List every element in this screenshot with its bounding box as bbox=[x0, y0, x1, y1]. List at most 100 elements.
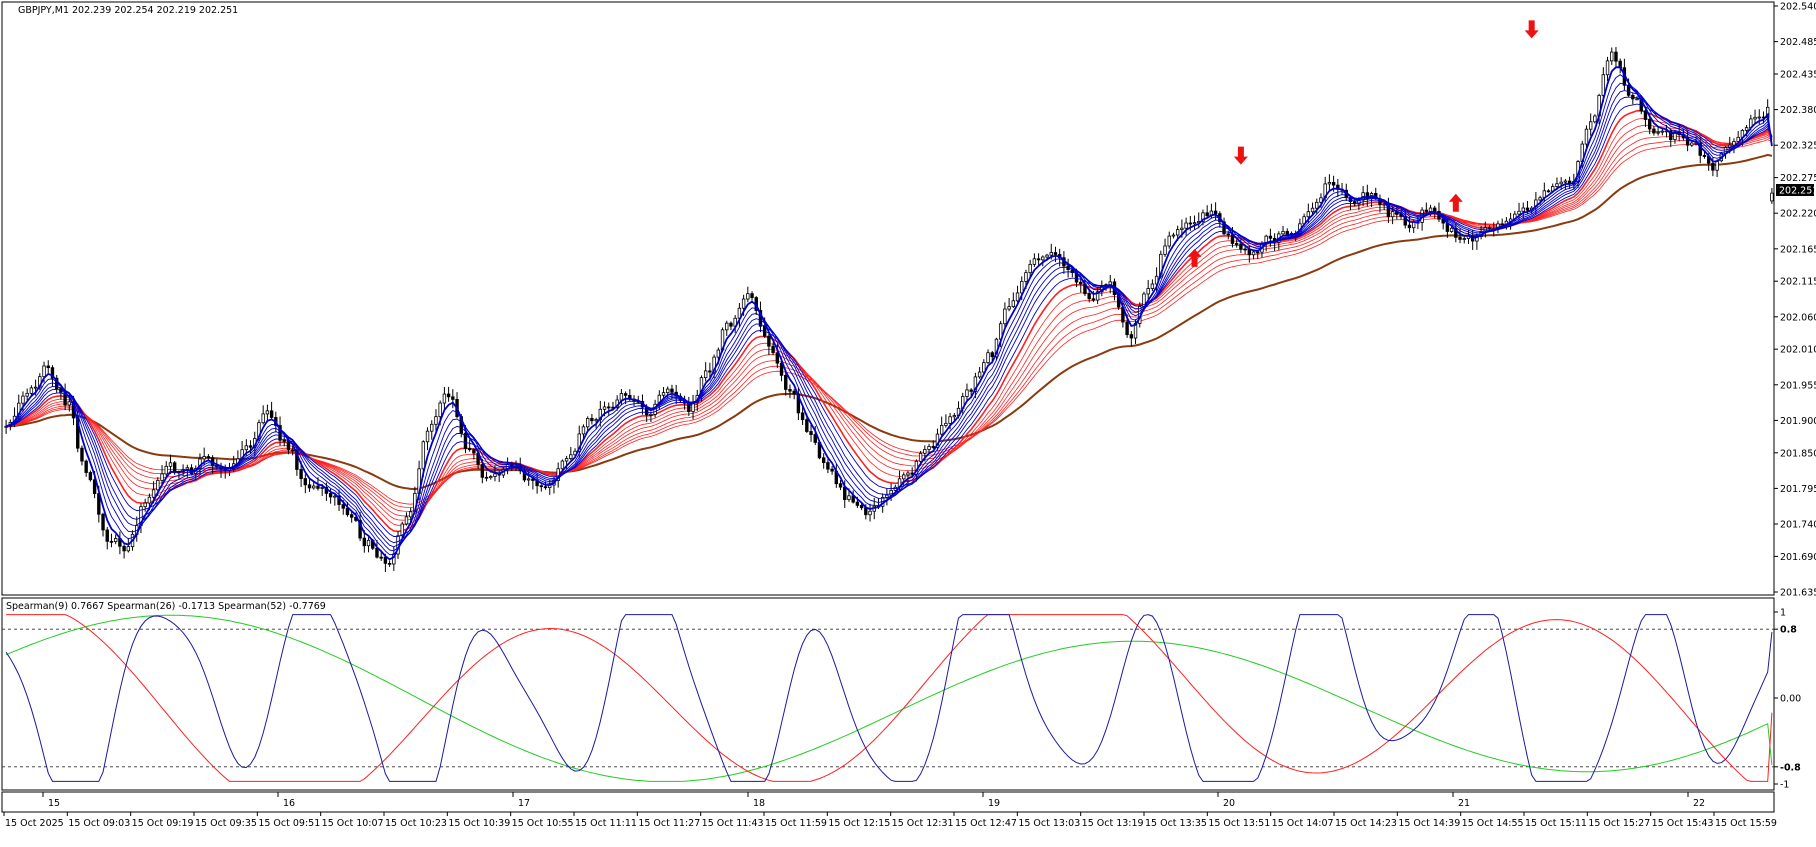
price-tick-label: 201.850 bbox=[1780, 448, 1816, 459]
candle-body bbox=[1087, 293, 1091, 300]
candle-body bbox=[1614, 51, 1618, 62]
candle-body bbox=[1690, 142, 1694, 146]
candle-body bbox=[1331, 182, 1336, 186]
spearman-panel bbox=[1, 597, 1775, 791]
candle-body bbox=[168, 462, 173, 467]
candle-body bbox=[526, 478, 531, 481]
candle-body bbox=[1403, 215, 1407, 226]
fast-ema-line bbox=[5, 66, 1773, 561]
candle-body bbox=[362, 537, 367, 547]
signal-arrows bbox=[1187, 20, 1539, 267]
candle-body bbox=[619, 393, 624, 401]
candle-body bbox=[489, 476, 493, 479]
candle-body bbox=[788, 389, 792, 392]
candle-body bbox=[902, 474, 906, 480]
spearman-tick-label: 1 bbox=[1780, 608, 1786, 619]
candle-body bbox=[1234, 243, 1239, 245]
candle-body bbox=[750, 293, 754, 298]
candle-body bbox=[446, 393, 451, 398]
candle-body bbox=[109, 540, 114, 543]
candle-body bbox=[1281, 231, 1285, 235]
candle-body bbox=[927, 446, 931, 450]
time-tick-label: 15 Oct 11:11 bbox=[575, 818, 637, 829]
candle-body bbox=[1247, 249, 1252, 256]
candle-body bbox=[1546, 190, 1551, 193]
candle-body bbox=[408, 511, 413, 518]
candle-body bbox=[577, 433, 581, 452]
candle-body bbox=[1702, 154, 1707, 157]
spearman-tick-label: 0.8 bbox=[1780, 625, 1797, 636]
candle-body bbox=[581, 426, 586, 435]
price-tick-label: 202.380 bbox=[1780, 105, 1816, 116]
candle-body bbox=[358, 520, 362, 539]
candle-body bbox=[725, 322, 729, 331]
candle-body bbox=[1732, 141, 1736, 146]
candle-body bbox=[1656, 131, 1660, 134]
time-tick-label: 15 Oct 10:23 bbox=[385, 818, 447, 829]
candle-body bbox=[1036, 258, 1041, 261]
candle-body bbox=[847, 495, 851, 500]
candle-body bbox=[813, 434, 817, 443]
candle-body bbox=[990, 352, 994, 358]
candle-body bbox=[349, 514, 354, 518]
candle-body bbox=[1201, 212, 1205, 222]
fast-ema-line bbox=[6, 90, 1773, 548]
candle-body bbox=[826, 462, 830, 470]
candle-body bbox=[564, 458, 569, 462]
candle-body bbox=[590, 418, 594, 422]
candle-body bbox=[1150, 283, 1155, 289]
time-tick-label: 15 Oct 2025 bbox=[5, 818, 64, 829]
candle-body bbox=[1610, 51, 1614, 62]
symbol-header: GBPJPY,M1 202.239 202.254 202.219 202.25… bbox=[18, 5, 238, 16]
candle-body bbox=[383, 556, 388, 564]
candle-body bbox=[88, 472, 93, 481]
candle-body bbox=[1428, 207, 1433, 212]
candle-body bbox=[172, 462, 177, 473]
candle-body bbox=[1268, 235, 1273, 239]
candle-body bbox=[1449, 227, 1454, 232]
candle-body bbox=[467, 448, 472, 451]
candle-body bbox=[623, 393, 628, 396]
candle-body bbox=[1673, 131, 1677, 141]
candle-body bbox=[843, 486, 847, 500]
candle-body bbox=[944, 422, 948, 426]
candle-body bbox=[906, 472, 910, 476]
candle-body bbox=[1070, 269, 1075, 273]
candle-body bbox=[855, 501, 860, 506]
candle-body bbox=[1685, 137, 1690, 146]
candle-body bbox=[1601, 74, 1606, 96]
candle-body bbox=[977, 371, 982, 378]
candle-body bbox=[21, 395, 25, 404]
signal-arrow-up bbox=[1187, 248, 1202, 267]
candle-body bbox=[17, 402, 21, 417]
candle-body bbox=[151, 489, 156, 498]
candle-body bbox=[838, 483, 843, 488]
candle-body bbox=[1521, 207, 1525, 212]
candle-body bbox=[430, 423, 434, 432]
candle-body bbox=[708, 370, 712, 373]
candle-body bbox=[206, 456, 211, 459]
candle-body bbox=[307, 484, 312, 489]
time-tick-label: 15 Oct 10:07 bbox=[322, 818, 384, 829]
candle-body bbox=[147, 496, 152, 504]
signal-arrow-down bbox=[1524, 20, 1539, 39]
time-tick-label: 15 Oct 11:59 bbox=[765, 818, 827, 829]
spearman-26-line bbox=[6, 614, 1773, 782]
price-tick-label: 201.635 bbox=[1780, 588, 1816, 599]
candle-body bbox=[1045, 254, 1049, 258]
spearman-9-line bbox=[5, 614, 1773, 782]
candle-body bbox=[1175, 229, 1180, 236]
candle-body bbox=[1487, 227, 1492, 230]
candle-body bbox=[982, 362, 986, 373]
candle-body bbox=[269, 410, 274, 418]
candle-body bbox=[1454, 227, 1458, 238]
candle-body bbox=[493, 473, 497, 477]
spearman-tick-label: -1 bbox=[1780, 780, 1789, 791]
fast-ema-ribbon bbox=[5, 66, 1773, 561]
time-tick-label: 15 Oct 10:55 bbox=[512, 818, 574, 829]
candle-body bbox=[918, 452, 923, 462]
candle-body bbox=[805, 419, 809, 432]
candle-body bbox=[316, 485, 320, 489]
fast-ema-line bbox=[6, 103, 1773, 537]
